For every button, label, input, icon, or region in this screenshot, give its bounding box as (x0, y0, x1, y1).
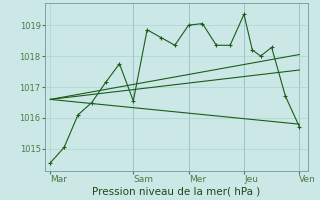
X-axis label: Pression niveau de la mer( hPa ): Pression niveau de la mer( hPa ) (92, 187, 260, 197)
